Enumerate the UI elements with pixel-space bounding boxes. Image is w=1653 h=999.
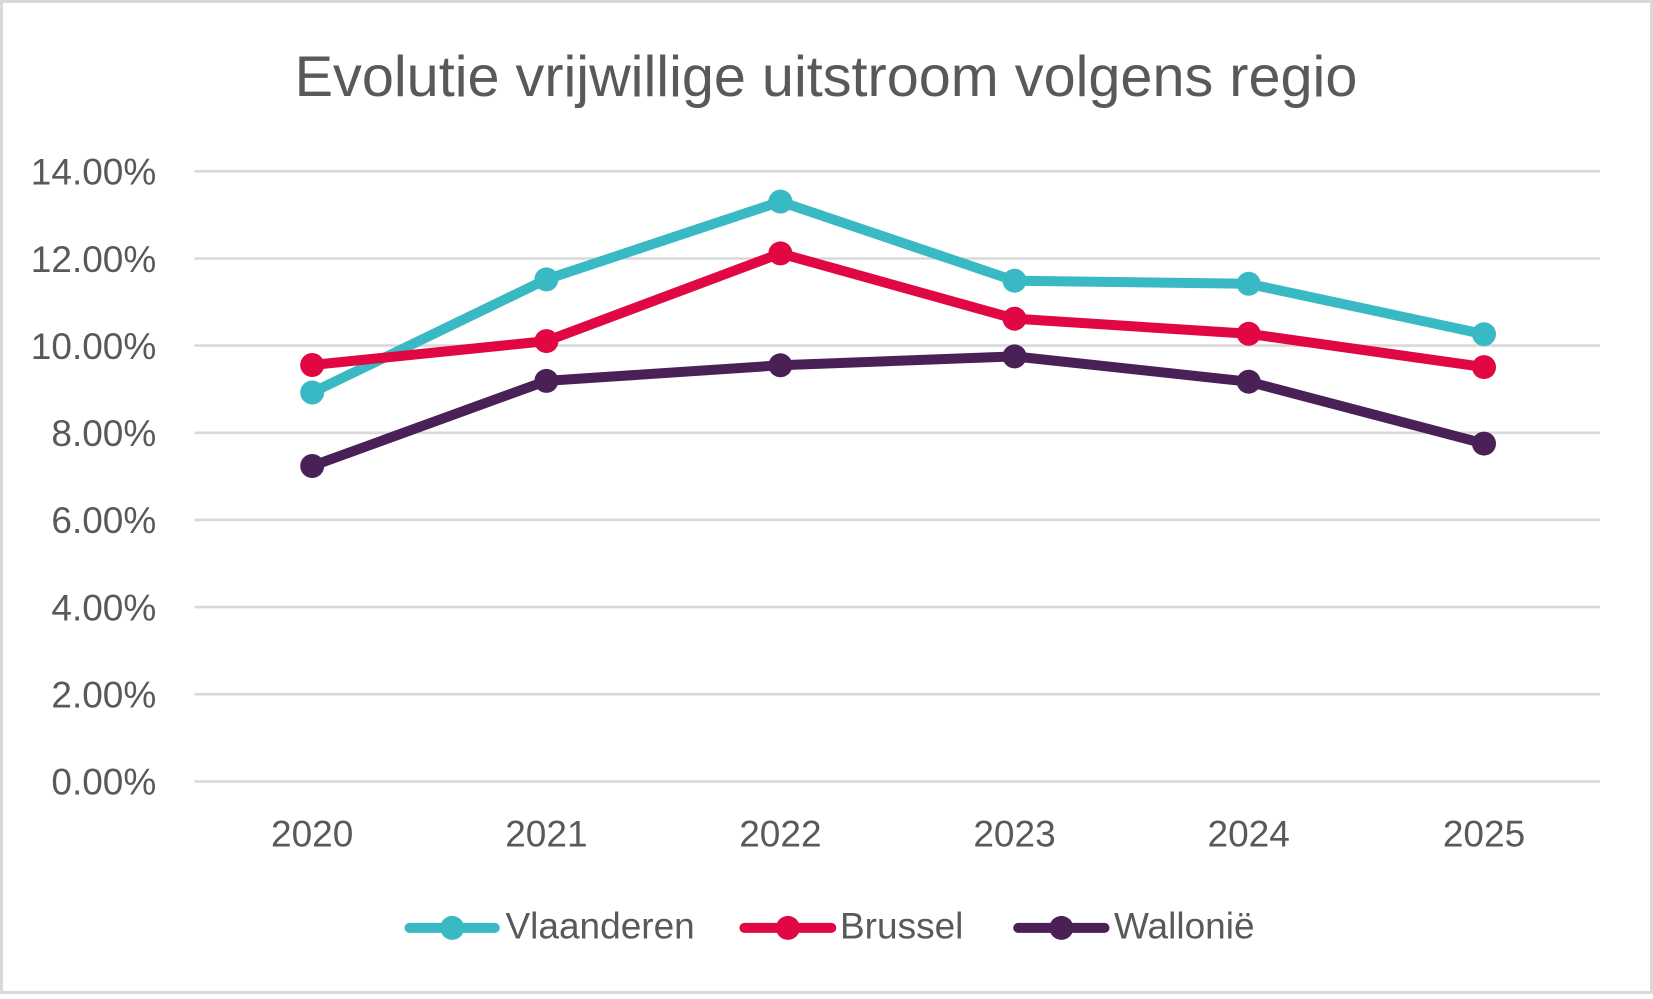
svg-text:4.00%: 4.00% xyxy=(51,587,156,628)
svg-text:2020: 2020 xyxy=(271,813,353,854)
svg-text:2024: 2024 xyxy=(1208,813,1290,854)
svg-text:Evolutie vrijwillige uitstroom: Evolutie vrijwillige uitstroom volgens r… xyxy=(295,45,1358,109)
svg-text:0.00%: 0.00% xyxy=(51,762,156,803)
svg-text:10.00%: 10.00% xyxy=(31,326,157,367)
svg-text:2022: 2022 xyxy=(739,813,821,854)
svg-text:6.00%: 6.00% xyxy=(51,500,156,541)
svg-text:14.00%: 14.00% xyxy=(31,152,157,193)
svg-text:2.00%: 2.00% xyxy=(51,675,156,716)
svg-text:2025: 2025 xyxy=(1443,813,1525,854)
svg-text:Vlaanderen: Vlaanderen xyxy=(506,905,695,946)
svg-text:Wallonië: Wallonië xyxy=(1114,905,1255,946)
svg-text:2021: 2021 xyxy=(505,813,587,854)
svg-text:Brussel: Brussel xyxy=(840,905,963,946)
svg-text:8.00%: 8.00% xyxy=(51,413,156,454)
svg-text:2023: 2023 xyxy=(973,813,1055,854)
svg-text:12.00%: 12.00% xyxy=(31,239,157,280)
